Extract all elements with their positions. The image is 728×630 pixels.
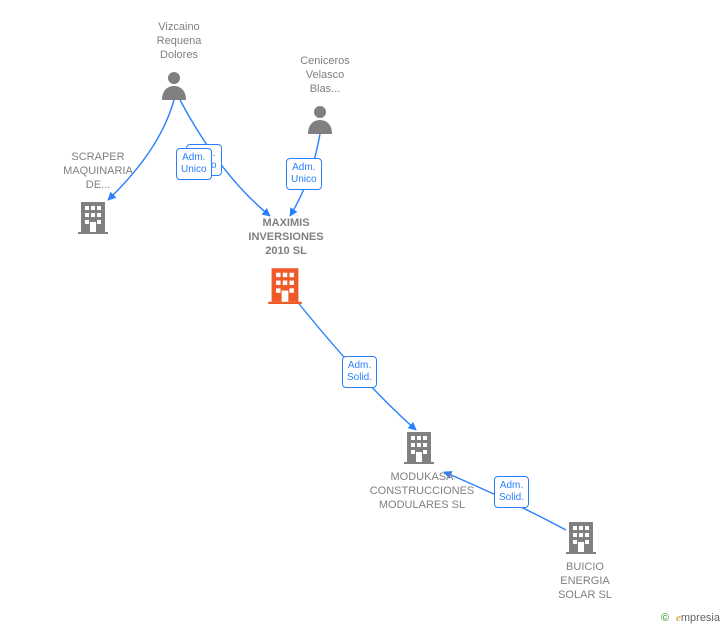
- person-icon: [306, 104, 334, 139]
- node-label-person-ceniceros: Ceniceros Velasco Blas...: [280, 54, 370, 96]
- building-icon: [404, 430, 434, 469]
- node-label-person-vizcaino: Vizcaino Requena Dolores: [134, 20, 224, 62]
- building-icon: [268, 266, 302, 309]
- person-icon: [160, 70, 188, 105]
- edge-badge-adm-unico: Adm. Unico: [286, 158, 322, 190]
- building-icon: [566, 520, 596, 559]
- node-label-company-modukasa: MODUKASA CONSTRUCCIONES MODULARES SL: [352, 470, 492, 512]
- edge-badge-adm-solid: Adm. Solid.: [494, 476, 529, 508]
- node-label-company-buicio: BUICIO ENERGIA SOLAR SL: [540, 560, 630, 602]
- brand-rest: mpresia: [681, 612, 720, 624]
- footer-credit: © empresia: [661, 612, 720, 624]
- edge-badge-adm-unico: Adm. Unico: [176, 148, 212, 180]
- edge-badge-adm-solid: Adm. Solid.: [342, 356, 377, 388]
- node-label-company-maximis: MAXIMIS INVERSIONES 2010 SL: [226, 216, 346, 258]
- diagram-canvas: Adm. Unico Vizcaino Requena Dolores Ceni…: [0, 0, 728, 630]
- node-label-company-scraper: SCRAPER MAQUINARIA DE...: [48, 150, 148, 192]
- copyright-symbol: ©: [661, 612, 669, 624]
- building-icon: [78, 200, 108, 239]
